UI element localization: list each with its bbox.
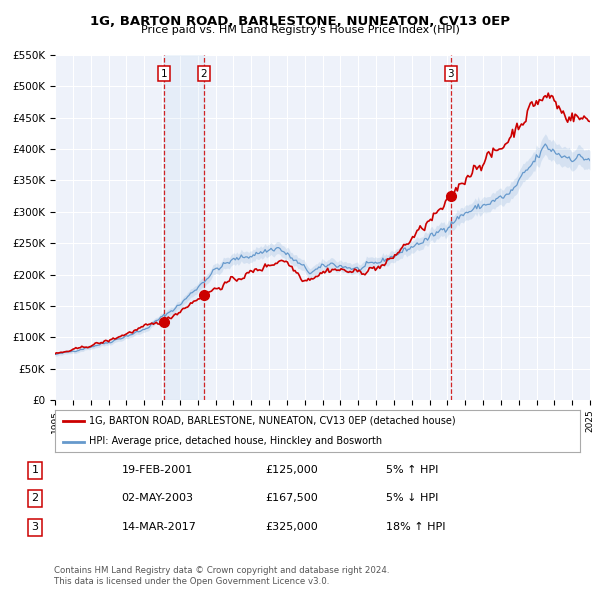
Text: £167,500: £167,500 bbox=[265, 493, 318, 503]
Text: £125,000: £125,000 bbox=[265, 466, 318, 476]
Text: 19-FEB-2001: 19-FEB-2001 bbox=[121, 466, 193, 476]
Text: 1G, BARTON ROAD, BARLESTONE, NUNEATON, CV13 0EP: 1G, BARTON ROAD, BARLESTONE, NUNEATON, C… bbox=[90, 15, 510, 28]
Text: 5% ↑ HPI: 5% ↑ HPI bbox=[386, 466, 439, 476]
Text: Contains HM Land Registry data © Crown copyright and database right 2024.: Contains HM Land Registry data © Crown c… bbox=[54, 566, 389, 575]
Text: HPI: Average price, detached house, Hinckley and Bosworth: HPI: Average price, detached house, Hinc… bbox=[89, 437, 382, 447]
Text: 2: 2 bbox=[200, 69, 207, 79]
Text: £325,000: £325,000 bbox=[265, 522, 318, 532]
Bar bbox=[164, 55, 204, 400]
Text: 5% ↓ HPI: 5% ↓ HPI bbox=[386, 493, 439, 503]
Text: 1: 1 bbox=[161, 69, 167, 79]
Text: 14-MAR-2017: 14-MAR-2017 bbox=[121, 522, 196, 532]
Text: 2: 2 bbox=[31, 493, 38, 503]
Text: 1G, BARTON ROAD, BARLESTONE, NUNEATON, CV13 0EP (detached house): 1G, BARTON ROAD, BARLESTONE, NUNEATON, C… bbox=[89, 415, 456, 425]
Text: 1: 1 bbox=[32, 466, 38, 476]
Text: 3: 3 bbox=[448, 69, 454, 79]
Text: This data is licensed under the Open Government Licence v3.0.: This data is licensed under the Open Gov… bbox=[54, 577, 329, 586]
Text: 18% ↑ HPI: 18% ↑ HPI bbox=[386, 522, 446, 532]
Text: 3: 3 bbox=[32, 522, 38, 532]
Text: 02-MAY-2003: 02-MAY-2003 bbox=[121, 493, 193, 503]
Text: Price paid vs. HM Land Registry's House Price Index (HPI): Price paid vs. HM Land Registry's House … bbox=[140, 25, 460, 35]
